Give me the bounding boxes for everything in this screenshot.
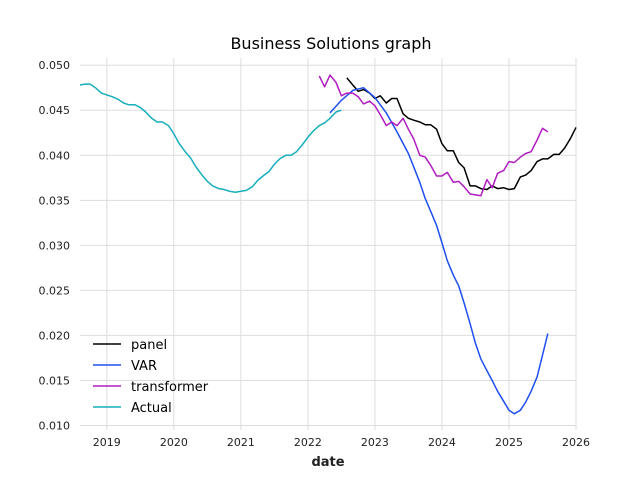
legend-label: VAR <box>131 359 157 374</box>
legend-label: transformer <box>131 380 209 395</box>
legend: panel VAR transformer Actual <box>93 338 209 416</box>
x-tick-labels: 2019 2020 2021 2022 2023 2024 2025 2026 <box>93 436 590 449</box>
x-tick-label: 2026 <box>562 436 590 449</box>
y-tick-label: 0.035 <box>39 194 71 207</box>
x-tick-label: 2021 <box>227 436 255 449</box>
x-tick-label: 2022 <box>294 436 322 449</box>
series-lines <box>79 74 577 415</box>
x-tick-label: 2024 <box>428 436 456 449</box>
x-tick-label: 2023 <box>361 436 389 449</box>
legend-label: Actual <box>131 401 172 416</box>
y-tick-label: 0.015 <box>39 374 71 387</box>
y-tick-label: 0.050 <box>39 59 71 72</box>
y-tick-label: 0.020 <box>39 329 71 342</box>
x-axis-label: date <box>311 455 344 470</box>
series-line-var <box>329 86 549 415</box>
chart-title: Business Solutions graph <box>230 34 431 53</box>
x-tick-label: 2019 <box>93 436 121 449</box>
y-tick-label: 0.040 <box>39 149 71 162</box>
legend-label: panel <box>131 338 167 353</box>
grid <box>80 58 577 430</box>
y-tick-label: 0.010 <box>39 419 71 432</box>
x-tick-label: 2020 <box>160 436 188 449</box>
series-line-panel <box>346 77 577 191</box>
series-line-actual <box>79 83 342 193</box>
x-tick-label: 2025 <box>495 436 523 449</box>
y-tick-label: 0.045 <box>39 104 71 117</box>
series-line-transformer <box>318 74 549 197</box>
y-tick-label: 0.030 <box>39 239 71 252</box>
y-tick-label: 0.025 <box>39 284 71 297</box>
y-tick-labels: 0.010 0.015 0.020 0.025 0.030 0.035 0.040 0.045… <box>39 59 71 432</box>
